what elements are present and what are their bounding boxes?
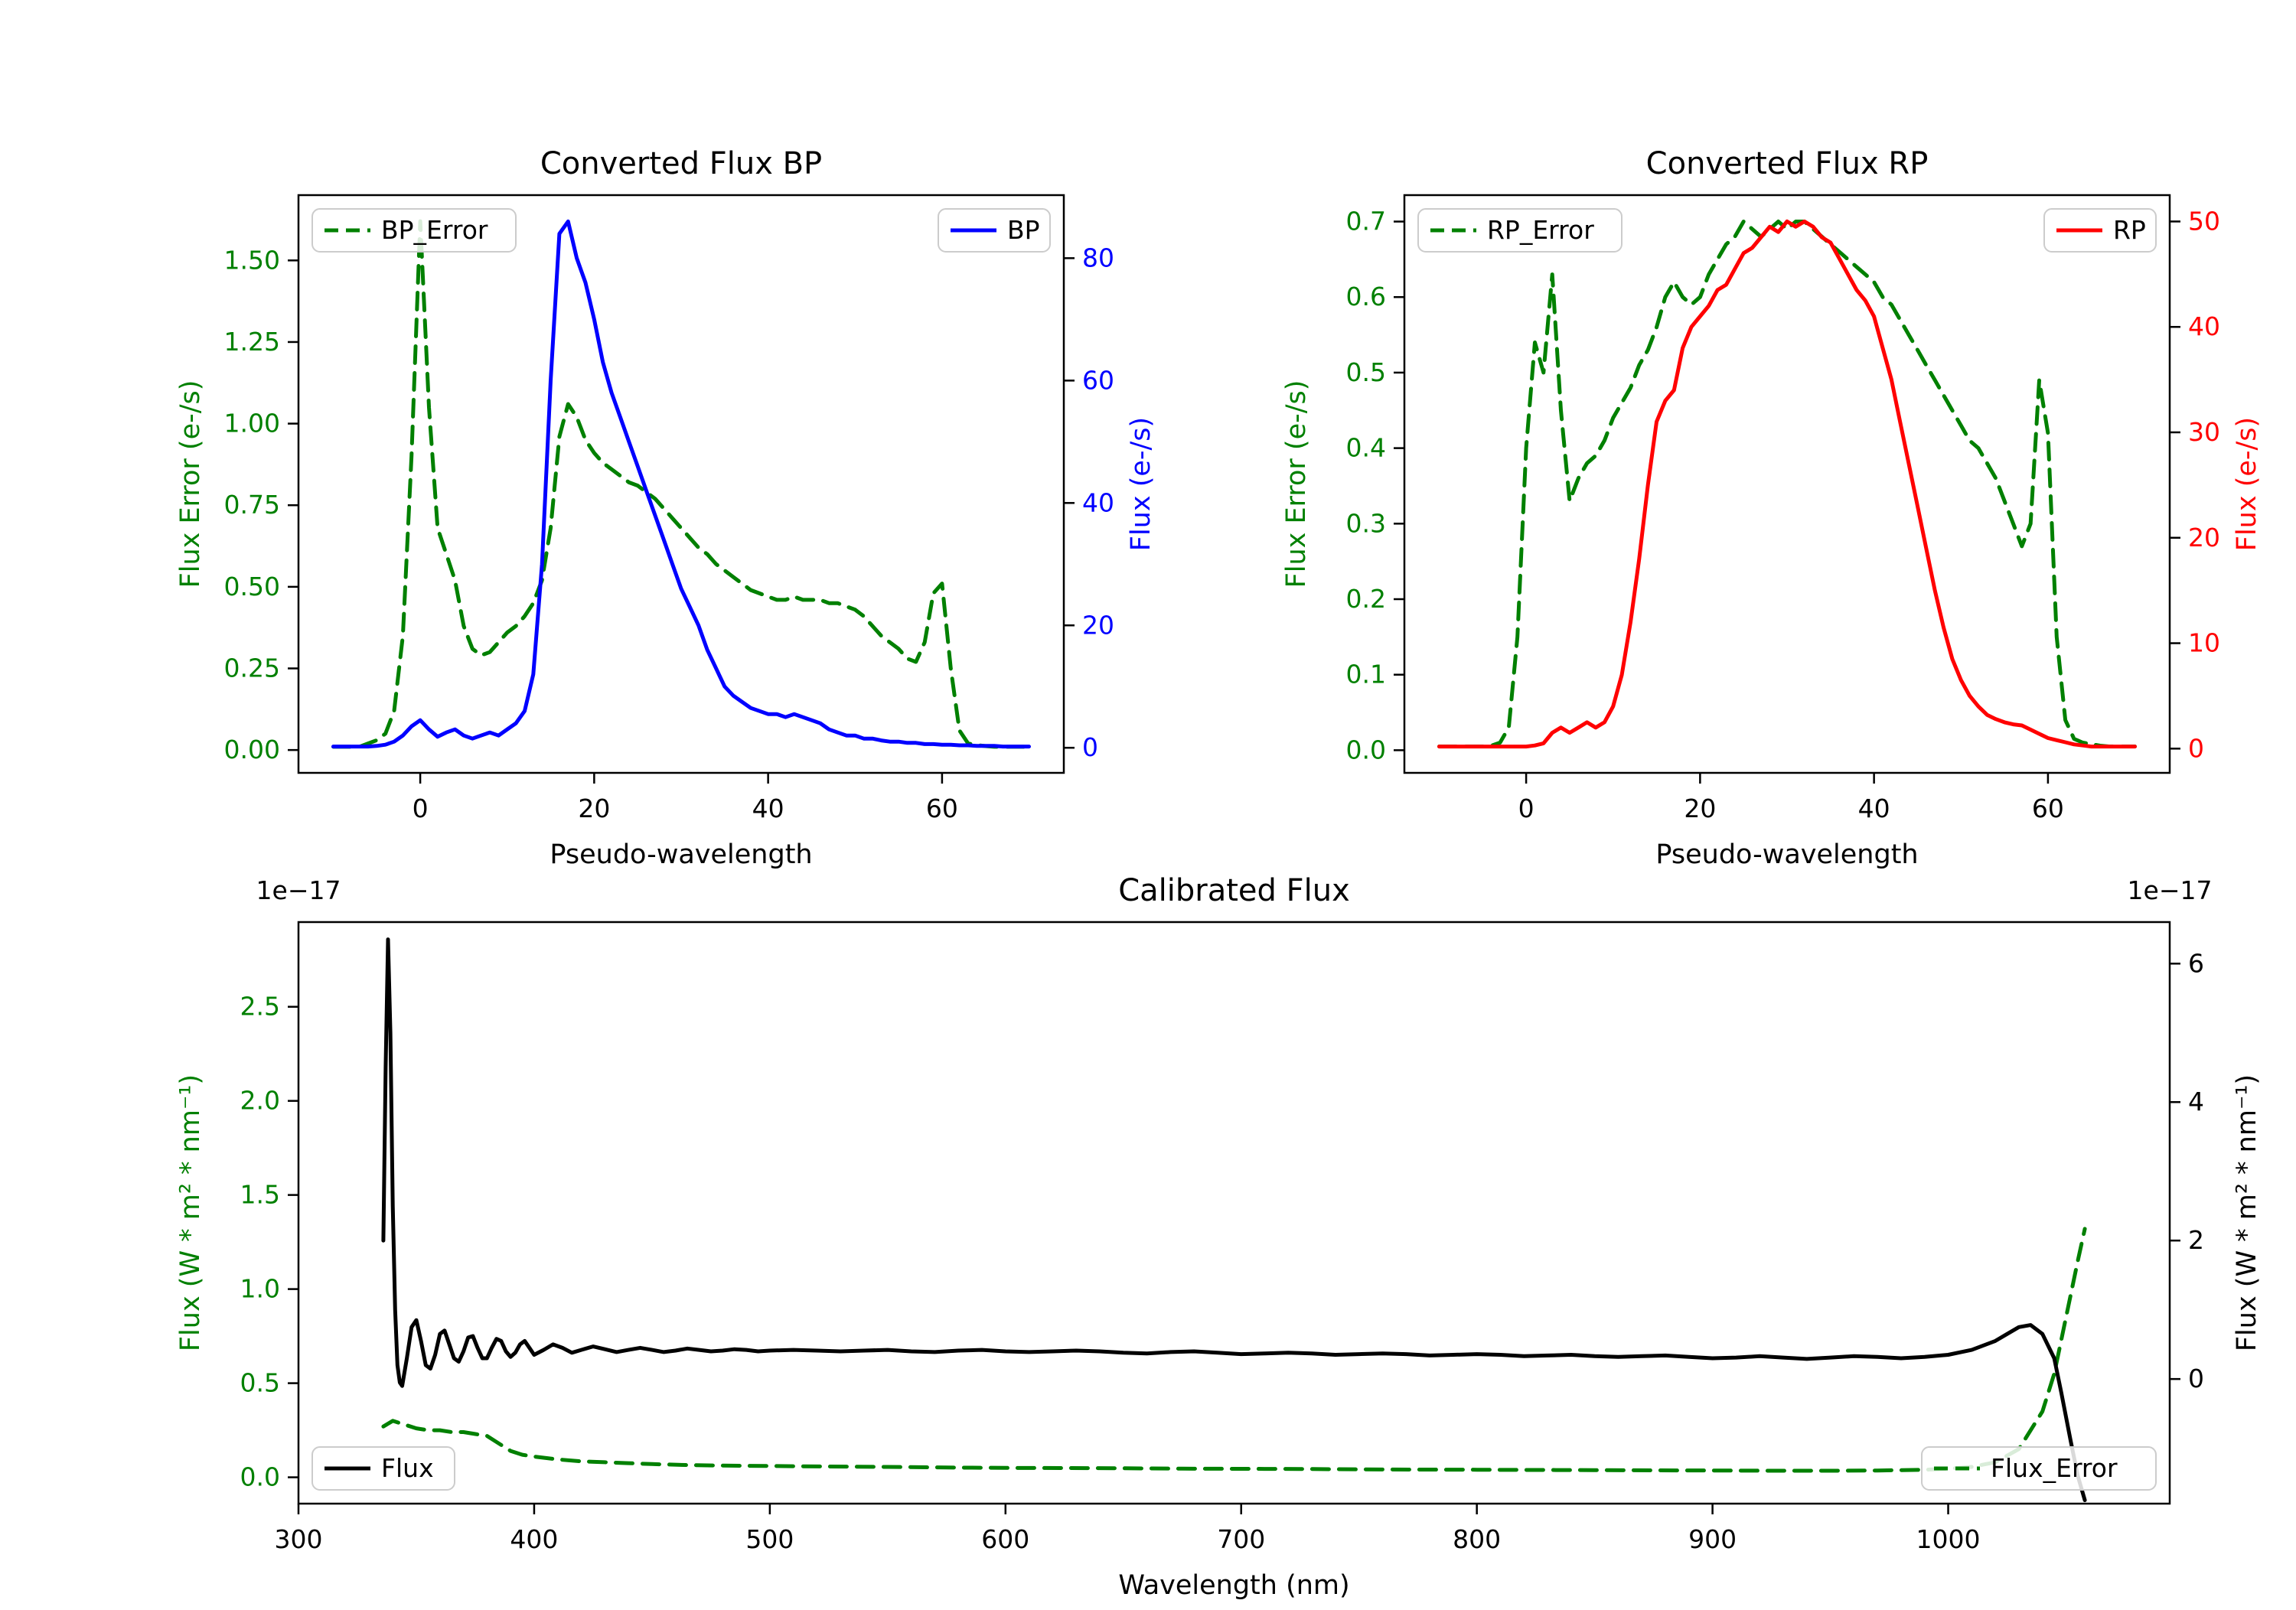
legend-BP_Error: BP_Error xyxy=(311,208,517,253)
bp-left-y-axis-label: Flux Error (e-/s) xyxy=(175,380,206,588)
rp-x-tick-label: 20 xyxy=(1684,794,1716,823)
rp-right-tick-label: 10 xyxy=(2188,628,2220,658)
bp-x-axis-label: Pseudo-wavelength xyxy=(550,839,812,870)
rp-left-y-axis-label: Flux Error (e-/s) xyxy=(1281,380,1312,588)
rp-x-tick-label: 40 xyxy=(1858,794,1890,823)
series-Flux-line xyxy=(381,937,2087,1502)
axes-spines-cal xyxy=(297,921,2171,1505)
bp-left-tick-label: 0.50 xyxy=(224,572,280,601)
cal-x-tick-label: 300 xyxy=(275,1524,323,1554)
bp-left-tick-label: 1.25 xyxy=(224,327,280,357)
legend-RP_Error: RP_Error xyxy=(1417,208,1623,253)
rp-left-tick-label: 0.3 xyxy=(1346,508,1386,538)
chart-rp: 0 20 40 60 0.0 0.1 0.2 0.3 0.4 0.5 0.6 0.7 0 10 20 30 40… xyxy=(1281,146,2262,870)
rp-right-tick-label: 0 xyxy=(2188,733,2204,763)
legend-label-BP: BP xyxy=(1007,215,1040,245)
series-RP-line xyxy=(1437,219,2137,749)
series-BP-line xyxy=(331,219,1031,749)
cal-left-tick-label: 0.5 xyxy=(240,1368,280,1398)
cal-x-tick-label: 700 xyxy=(1217,1524,1265,1554)
chart-bp: 0 20 40 60 0.00 0.25 0.50 0.75 1.00 1.25 1.50 0 20 40… xyxy=(175,146,1156,870)
bp-left-tick-label: 1.00 xyxy=(224,409,280,438)
rp-right-y-axis-label: Flux (e-/s) xyxy=(2232,417,2262,551)
bp-x-tick-label: 20 xyxy=(578,794,610,823)
cal-x-tick-label: 400 xyxy=(510,1524,558,1554)
cal-left-tick-label: 1.5 xyxy=(240,1180,280,1210)
rp-right-tick-label: 40 xyxy=(2188,311,2220,341)
rp-left-tick-label: 0.2 xyxy=(1346,584,1386,614)
axes-spines-rp xyxy=(1403,194,2171,774)
cal-x-tick-label: 600 xyxy=(981,1524,1029,1554)
bp-right-y-axis-label: Flux (e-/s) xyxy=(1126,417,1156,551)
bp-chart-title: Converted Flux BP xyxy=(540,146,822,181)
bp-right-tick-label: 80 xyxy=(1082,243,1114,272)
series-BP_Error-line xyxy=(331,219,1031,749)
bp-right-tick-label: 40 xyxy=(1082,487,1114,517)
bp-right-tick-label: 0 xyxy=(1082,732,1098,762)
rp-x-tick-label: 0 xyxy=(1518,794,1534,823)
legend-label-RP_Error: RP_Error xyxy=(1487,215,1594,245)
cal-left-tick-label: 2.5 xyxy=(240,992,280,1022)
rp-left-tick-label: 0.4 xyxy=(1346,433,1386,463)
cal-left-tick-label: 1.0 xyxy=(240,1274,280,1304)
rp-chart-title: Converted Flux RP xyxy=(1646,146,1929,181)
cal-right-tick-label: 6 xyxy=(2188,948,2204,978)
cal-x-tick-label: 900 xyxy=(1688,1524,1737,1554)
rp-x-tick-label: 60 xyxy=(2032,794,2064,823)
cal-x-tick-label: 1000 xyxy=(1916,1524,1981,1554)
legend-Flux: Flux xyxy=(311,1446,455,1491)
rp-right-tick-label: 20 xyxy=(2188,523,2220,552)
cal-x-tick-label: 800 xyxy=(1453,1524,1501,1554)
rp-left-tick-label: 0.0 xyxy=(1346,735,1386,764)
legend-RP: RP xyxy=(2043,208,2157,253)
bp-x-tick-label: 40 xyxy=(752,794,784,823)
rp-left-tick-label: 0.5 xyxy=(1346,357,1386,387)
bp-left-tick-label: 0.25 xyxy=(224,653,280,683)
bp-x-tick-label: 60 xyxy=(926,794,958,823)
bp-right-tick-label: 60 xyxy=(1082,365,1114,395)
chart-cal: 300 400 500 600 700 800 900 1000 0.0 0.5 1.0 1.5 2.0… xyxy=(175,873,2262,1601)
rp-right-tick-label: 30 xyxy=(2188,417,2220,447)
rp-left-tick-label: 0.6 xyxy=(1346,282,1386,311)
rp-left-tick-label: 0.7 xyxy=(1346,207,1386,236)
cal-left-offset-label: 1e−17 xyxy=(256,875,341,905)
cal-x-tick-label: 500 xyxy=(745,1524,794,1554)
cal-x-axis-label: Wavelength (nm) xyxy=(1118,1570,1349,1601)
series-RP_Error-line xyxy=(1437,220,2137,748)
cal-right-tick-label: 0 xyxy=(2188,1364,2204,1393)
cal-left-y-axis-label: Flux (W * m² * nm⁻¹) xyxy=(175,1074,206,1351)
legend-label-RP: RP xyxy=(2113,215,2146,245)
cal-right-tick-label: 2 xyxy=(2188,1225,2204,1255)
rp-x-axis-label: Pseudo-wavelength xyxy=(1655,839,1918,870)
legend-label-Flux_Error: Flux_Error xyxy=(1991,1453,2118,1483)
legend-label-BP_Error: BP_Error xyxy=(381,215,488,245)
bp-x-tick-label: 0 xyxy=(413,794,429,823)
cal-left-tick-label: 0.0 xyxy=(240,1462,280,1492)
bp-left-tick-label: 0.75 xyxy=(224,490,280,520)
legend-Flux_Error: Flux_Error xyxy=(1921,1446,2157,1491)
legend-BP: BP xyxy=(938,208,1051,253)
cal-chart-title: Calibrated Flux xyxy=(1118,873,1350,908)
cal-right-offset-label: 1e−17 xyxy=(2128,875,2213,905)
bp-left-tick-label: 1.50 xyxy=(224,245,280,275)
legend-label-Flux: Flux xyxy=(381,1453,434,1483)
cal-left-tick-label: 2.0 xyxy=(240,1086,280,1116)
rp-right-tick-label: 50 xyxy=(2188,206,2220,236)
legend-box-Flux_Error xyxy=(1921,1446,2157,1491)
legend-box-Flux xyxy=(311,1446,455,1491)
cal-right-y-axis-label: Flux (W * m² * nm⁻¹) xyxy=(2232,1074,2262,1351)
bp-left-tick-label: 0.00 xyxy=(224,735,280,764)
axes-spines-bp xyxy=(297,194,1065,774)
bp-right-tick-label: 20 xyxy=(1082,610,1114,640)
rp-left-tick-label: 0.1 xyxy=(1346,660,1386,689)
legend-box-RP_Error xyxy=(1417,208,1623,253)
cal-right-tick-label: 4 xyxy=(2188,1087,2204,1116)
legend-box-BP_Error xyxy=(311,208,517,253)
